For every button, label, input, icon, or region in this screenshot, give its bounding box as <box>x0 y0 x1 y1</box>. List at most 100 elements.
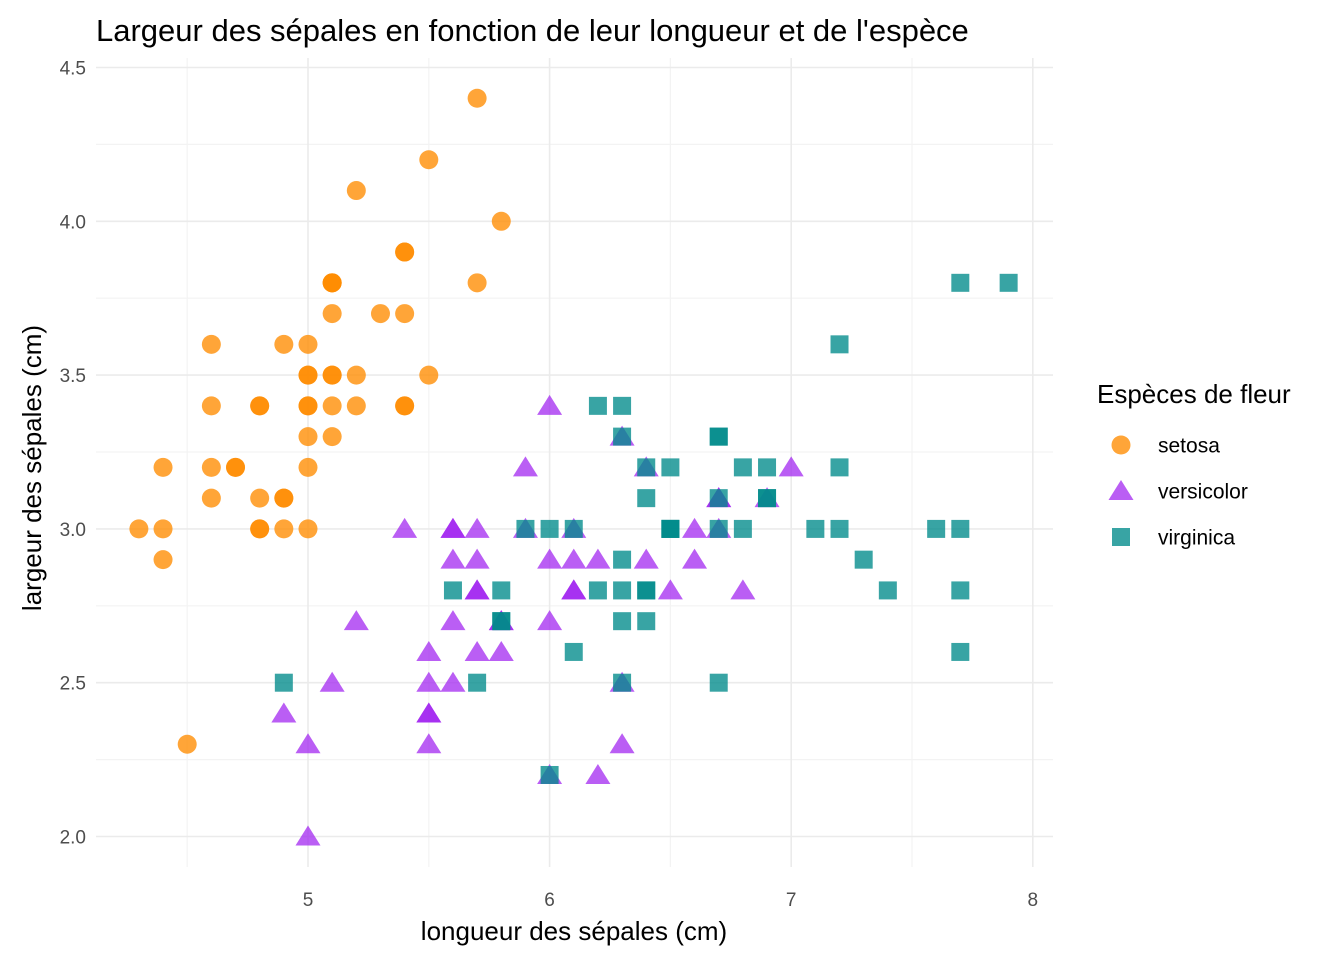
point-versicolor <box>343 610 369 631</box>
point-virginica <box>951 642 970 661</box>
point-versicolor <box>682 517 708 538</box>
point-setosa <box>419 365 439 385</box>
point-setosa <box>298 457 318 477</box>
point-setosa <box>395 396 415 416</box>
point-virginica <box>927 519 946 538</box>
plot-grid <box>96 58 1053 867</box>
point-versicolor <box>440 610 466 631</box>
point-setosa <box>322 365 342 385</box>
point-versicolor <box>585 763 611 784</box>
point-virginica <box>637 489 656 508</box>
point-virginica <box>854 550 873 569</box>
point-versicolor <box>440 548 466 569</box>
point-setosa <box>395 304 415 324</box>
point-setosa <box>274 519 294 539</box>
point-virginica <box>661 519 680 538</box>
point-virginica <box>468 673 487 692</box>
point-versicolor <box>633 548 659 569</box>
point-virginica <box>758 458 777 477</box>
point-versicolor <box>319 671 345 692</box>
point-virginica <box>733 458 752 477</box>
point-setosa <box>322 304 342 324</box>
x-axis-title: longueur des sépales (cm) <box>421 916 727 946</box>
point-virginica <box>274 673 293 692</box>
point-setosa <box>298 365 318 385</box>
point-setosa <box>298 519 318 539</box>
point-versicolor <box>609 733 635 754</box>
point-setosa <box>467 273 487 293</box>
point-virginica <box>492 581 511 600</box>
point-versicolor <box>440 517 466 538</box>
point-virginica <box>564 519 583 538</box>
point-versicolor <box>778 456 804 477</box>
point-virginica <box>564 642 583 661</box>
point-versicolor <box>537 394 563 415</box>
point-setosa <box>491 211 511 231</box>
point-versicolor <box>537 548 563 569</box>
y-tick-label: 3.5 <box>60 366 86 387</box>
point-virginica <box>830 458 849 477</box>
point-setosa <box>250 488 270 508</box>
point-virginica <box>613 550 632 569</box>
point-virginica <box>709 489 728 508</box>
point-setosa <box>322 273 342 293</box>
point-setosa <box>129 519 149 539</box>
point-setosa <box>419 150 439 170</box>
point-setosa <box>298 427 318 447</box>
point-versicolor <box>295 825 321 846</box>
point-virginica <box>613 427 632 446</box>
point-versicolor <box>657 579 683 600</box>
point-versicolor <box>488 640 514 661</box>
point-setosa <box>322 396 342 416</box>
x-tick-label: 7 <box>786 890 797 911</box>
point-versicolor <box>682 548 708 569</box>
point-virginica <box>516 519 535 538</box>
point-virginica <box>830 519 849 538</box>
series-virginica <box>274 273 1018 784</box>
point-setosa <box>153 457 173 477</box>
point-setosa <box>346 396 366 416</box>
x-tick-label: 5 <box>303 890 314 911</box>
point-setosa <box>153 519 173 539</box>
point-versicolor <box>295 733 321 754</box>
y-tick-label: 4.5 <box>60 59 86 80</box>
series-versicolor <box>271 394 804 846</box>
point-versicolor <box>271 702 297 723</box>
point-versicolor <box>464 517 490 538</box>
point-setosa <box>322 427 342 447</box>
point-virginica <box>951 519 970 538</box>
point-virginica <box>806 519 825 538</box>
point-virginica <box>613 581 632 600</box>
point-setosa <box>346 181 366 201</box>
point-virginica <box>709 427 728 446</box>
x-tick-label: 6 <box>544 890 555 911</box>
point-versicolor <box>512 456 538 477</box>
point-setosa <box>274 488 294 508</box>
y-axis-ticks: 2.0 2.5 3.0 3.5 4.0 4.5 <box>60 59 86 849</box>
point-setosa <box>250 519 270 539</box>
point-virginica <box>540 765 559 784</box>
point-versicolor <box>416 671 442 692</box>
point-setosa <box>298 396 318 416</box>
point-virginica <box>588 581 607 600</box>
point-setosa <box>153 550 173 570</box>
point-versicolor <box>730 579 756 600</box>
point-versicolor <box>392 517 418 538</box>
legend-label-versicolor: versicolor <box>1158 481 1248 504</box>
point-setosa <box>201 334 221 354</box>
point-virginica <box>613 612 632 631</box>
point-virginica <box>443 581 462 600</box>
point-virginica <box>999 273 1018 292</box>
point-setosa <box>346 365 366 385</box>
point-virginica <box>492 612 511 631</box>
point-virginica <box>613 396 632 415</box>
point-setosa <box>201 488 221 508</box>
point-virginica <box>733 519 752 538</box>
point-setosa <box>177 734 197 754</box>
point-setosa <box>226 457 246 477</box>
point-virginica <box>709 519 728 538</box>
point-versicolor <box>464 579 490 600</box>
legend-key-virginica <box>1112 528 1130 546</box>
legend-title: Espèces de fleur <box>1097 379 1291 409</box>
